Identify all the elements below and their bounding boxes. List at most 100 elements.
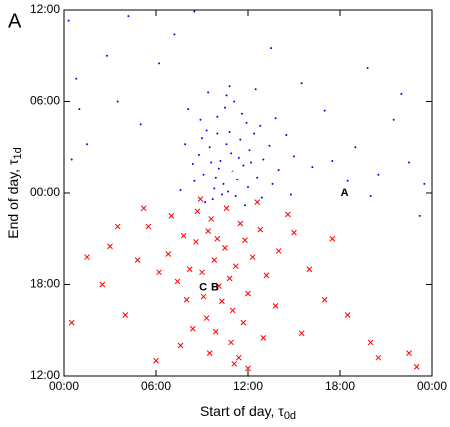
y-axis-label-text: End of day, τ	[5, 159, 21, 239]
series	[67, 10, 426, 217]
point	[367, 339, 374, 346]
series	[68, 196, 420, 372]
point	[253, 132, 256, 135]
point	[235, 354, 242, 361]
point	[179, 188, 182, 191]
point	[225, 94, 228, 97]
point	[212, 328, 219, 335]
point	[173, 33, 176, 36]
point	[193, 10, 196, 13]
x-axis-label-sub: 0d	[284, 410, 296, 422]
point	[67, 19, 70, 22]
point	[270, 47, 272, 50]
point	[408, 161, 410, 164]
point	[199, 269, 205, 276]
point	[210, 161, 213, 164]
point	[256, 176, 259, 179]
point	[224, 106, 226, 109]
point	[377, 173, 380, 176]
point	[228, 131, 231, 133]
point	[199, 118, 202, 121]
point	[311, 166, 314, 169]
point	[237, 220, 244, 227]
point	[300, 82, 303, 85]
point	[177, 342, 184, 349]
y-tick-label: 12:00	[30, 368, 60, 382]
y-axis-label: End of day, τ1d	[5, 147, 24, 238]
point	[208, 216, 215, 222]
point	[84, 254, 90, 260]
point	[139, 123, 142, 126]
point	[242, 237, 248, 244]
point	[206, 350, 213, 356]
point	[240, 319, 247, 326]
point	[236, 178, 239, 181]
point	[254, 88, 257, 91]
point	[219, 298, 225, 305]
point	[214, 235, 221, 242]
point	[203, 315, 210, 321]
point	[229, 307, 236, 314]
x-axis-label-text: Start of day, τ	[200, 403, 284, 419]
point	[193, 179, 196, 182]
point	[216, 283, 222, 289]
point	[285, 134, 288, 137]
annotation: D	[246, 166, 254, 178]
point	[329, 235, 336, 242]
point	[194, 208, 201, 215]
point	[228, 85, 231, 88]
point	[366, 66, 369, 69]
point	[204, 201, 207, 204]
point	[392, 118, 395, 121]
point	[220, 193, 223, 196]
point	[216, 132, 219, 135]
point	[168, 213, 175, 219]
y-axis-label-sub: 1d	[12, 147, 24, 159]
point	[127, 15, 130, 18]
point	[243, 204, 246, 207]
point	[134, 257, 141, 263]
point	[247, 185, 249, 188]
point	[200, 293, 207, 300]
plot-frame	[63, 9, 433, 377]
point	[306, 266, 313, 273]
point	[140, 205, 147, 212]
point	[228, 339, 234, 346]
point	[216, 115, 219, 118]
point	[207, 91, 210, 94]
point	[277, 169, 280, 172]
point	[321, 296, 328, 303]
point	[413, 363, 420, 370]
point	[369, 195, 372, 198]
point	[116, 100, 119, 103]
point	[259, 124, 262, 127]
point	[275, 248, 282, 254]
point	[272, 302, 279, 309]
point	[231, 170, 234, 173]
point	[298, 330, 305, 337]
point	[271, 182, 274, 185]
y-tick-label: 18:00	[30, 277, 60, 291]
point	[231, 360, 238, 367]
point	[70, 158, 73, 161]
point	[233, 100, 236, 103]
point	[242, 164, 245, 167]
point	[205, 129, 208, 132]
annotation: B	[211, 281, 219, 293]
y-tick-label: 00:00	[30, 185, 60, 199]
point	[184, 143, 187, 146]
point	[230, 152, 233, 155]
point	[240, 112, 243, 115]
x-tick-label: 12:00	[233, 379, 263, 393]
point	[158, 62, 161, 65]
x-tick-label: 00:00	[417, 379, 447, 393]
x-tick-label: 18:00	[325, 379, 355, 393]
point	[105, 54, 108, 57]
point	[423, 182, 426, 185]
point	[208, 146, 211, 149]
point	[262, 158, 265, 161]
point	[331, 159, 334, 162]
x-tick-label: 00:00	[49, 379, 79, 393]
point	[222, 182, 225, 185]
point	[99, 281, 106, 288]
